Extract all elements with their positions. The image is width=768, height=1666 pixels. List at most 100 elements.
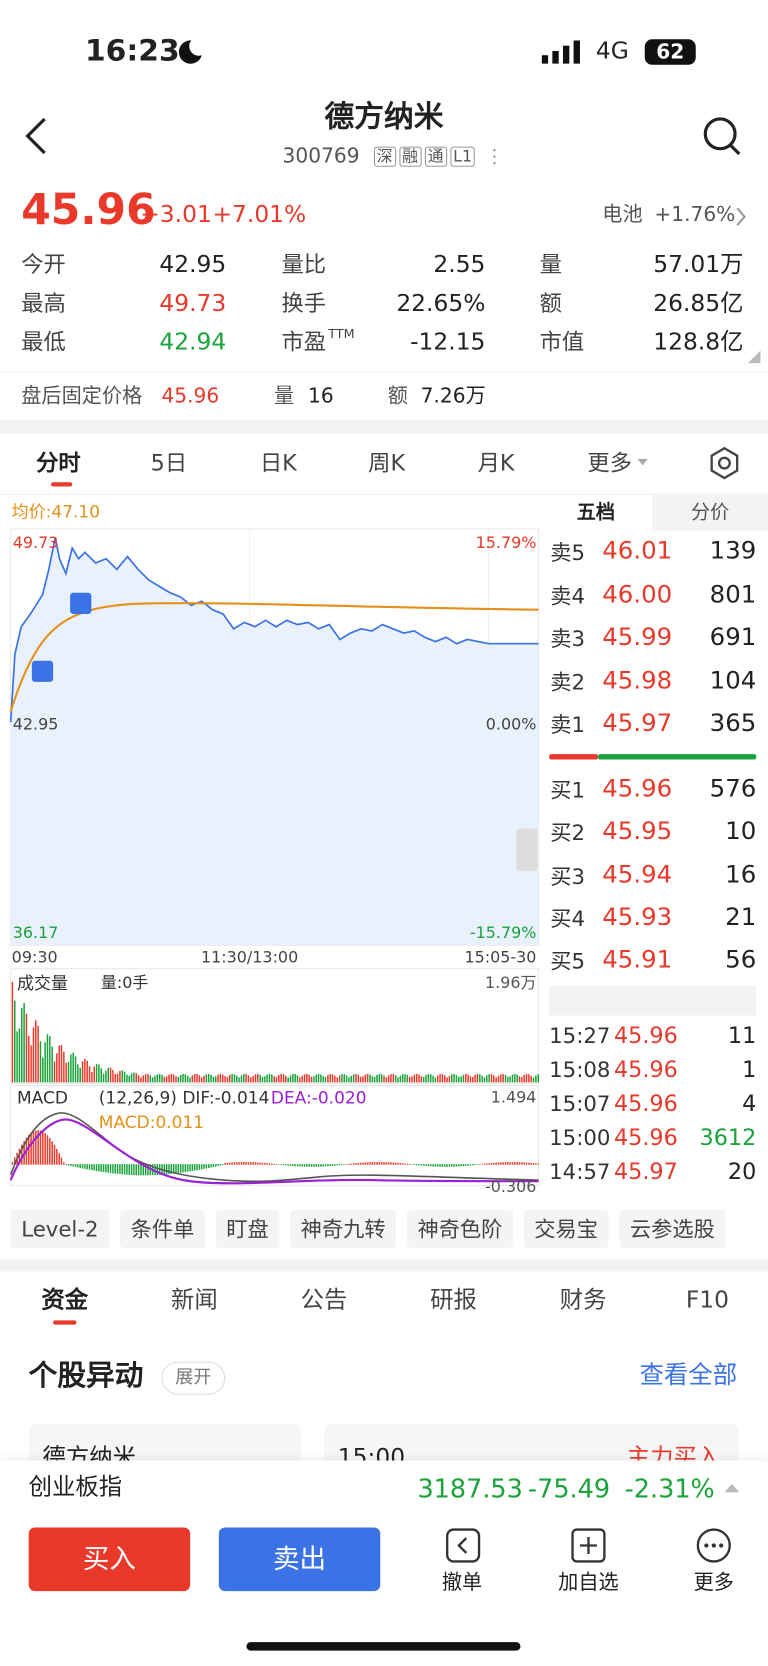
ob-label: 买2 xyxy=(550,820,585,846)
macd-bar xyxy=(455,1164,458,1167)
ob-price: 46.01 xyxy=(602,537,673,566)
view-all[interactable]: 查看全部 xyxy=(639,1361,738,1390)
volume-bar xyxy=(35,1020,37,1083)
macd-bar xyxy=(296,1164,299,1167)
volume-bar xyxy=(46,1034,49,1083)
macd-bar xyxy=(198,1164,201,1170)
chart-label: 1.494 xyxy=(490,1087,537,1107)
tool-pill[interactable]: 神奇色阶 xyxy=(406,1209,514,1249)
volume-bar xyxy=(296,1075,299,1083)
watch-icon[interactable] xyxy=(570,1527,606,1563)
news-tab[interactable]: 公告 xyxy=(300,1287,348,1314)
ob-volume: 576 xyxy=(709,775,757,804)
volume-bar xyxy=(252,1075,254,1083)
macd-bar xyxy=(252,1162,254,1165)
macd-bar xyxy=(436,1164,439,1167)
macd-bar xyxy=(271,1163,273,1165)
news-tab[interactable]: F10 xyxy=(685,1287,730,1314)
macd-bar xyxy=(369,1162,371,1165)
volume-bar xyxy=(479,1074,481,1083)
volume-bar xyxy=(182,1073,184,1083)
volume-bar xyxy=(514,1073,516,1083)
macd-bar xyxy=(327,1164,329,1167)
macd-bar xyxy=(46,1135,49,1165)
macd-bar xyxy=(404,1163,406,1165)
tool-pill[interactable]: 交易宝 xyxy=(523,1209,609,1249)
macd-bar xyxy=(11,1162,14,1165)
volume-bar xyxy=(528,1074,530,1083)
macd-bar xyxy=(229,1162,231,1165)
volume-bar xyxy=(481,1075,483,1083)
macd-bar xyxy=(493,1162,495,1165)
macd-bar xyxy=(364,1162,367,1165)
trade-volume: 3612 xyxy=(699,1124,757,1151)
buy-button[interactable]: 买入 xyxy=(28,1527,191,1592)
volume-bar xyxy=(133,1072,135,1083)
macd-bar xyxy=(429,1164,432,1167)
news-tab[interactable]: 资金 xyxy=(41,1287,89,1314)
macd-bar xyxy=(511,1162,514,1165)
trade-time: 15:00 xyxy=(549,1124,611,1151)
tool-pill[interactable]: 云参选股 xyxy=(619,1209,726,1249)
volume-bar xyxy=(67,1061,70,1083)
expand-button[interactable]: 展开 xyxy=(161,1361,226,1395)
macd-bar xyxy=(521,1162,523,1165)
more-icon[interactable] xyxy=(696,1527,732,1563)
macd-bar xyxy=(56,1148,58,1165)
macd-bar xyxy=(322,1164,324,1167)
settings-button[interactable] xyxy=(708,446,740,480)
tool-pill[interactable]: Level-2 xyxy=(10,1209,110,1249)
volume-bar xyxy=(196,1074,198,1083)
macd-bar xyxy=(530,1162,532,1165)
tool-pill[interactable]: 神奇九转 xyxy=(289,1209,397,1249)
divider xyxy=(0,493,768,495)
watch-label[interactable]: 加自选 xyxy=(558,1570,619,1595)
macd-bar xyxy=(289,1164,292,1166)
news-tab[interactable]: 研报 xyxy=(430,1287,477,1314)
trade-price: 45.96 xyxy=(613,1056,678,1083)
chart-label: -15.79% xyxy=(469,923,537,943)
macd-bar xyxy=(172,1164,175,1174)
macd-bar xyxy=(147,1164,149,1176)
expand-handle[interactable] xyxy=(516,828,538,872)
volume-bar xyxy=(436,1075,439,1083)
tool-pill[interactable]: 盯盘 xyxy=(215,1209,280,1249)
sell-button[interactable]: 卖出 xyxy=(218,1527,381,1592)
macd-bar xyxy=(184,1164,187,1173)
macd-bar xyxy=(200,1164,203,1170)
index-change: -75.49 xyxy=(527,1474,611,1505)
macd-bar xyxy=(497,1162,500,1165)
volume-bar xyxy=(168,1074,170,1083)
back-button[interactable] xyxy=(23,117,51,155)
chart-label: 0.00% xyxy=(485,714,537,734)
trade-volume: 4 xyxy=(742,1090,757,1117)
macd-bar xyxy=(324,1164,327,1167)
tab-underline xyxy=(50,482,73,487)
volume-bar xyxy=(198,1075,201,1083)
more-label[interactable]: 更多 xyxy=(693,1570,734,1595)
macd-bar xyxy=(280,1164,282,1165)
news-tab[interactable]: 新闻 xyxy=(170,1287,218,1314)
macd-bar xyxy=(142,1164,145,1176)
macd-bar xyxy=(116,1164,119,1174)
macd-bar xyxy=(285,1164,287,1166)
macd-bar xyxy=(432,1164,434,1167)
volume-bar xyxy=(205,1074,208,1083)
volume-bar xyxy=(14,1000,16,1083)
ob-price: 46.00 xyxy=(602,580,673,609)
tag: 深 xyxy=(373,146,396,167)
index-pct: -2.31% xyxy=(624,1474,715,1505)
search-button[interactable] xyxy=(701,115,743,160)
news-tab[interactable]: 财务 xyxy=(559,1287,607,1314)
chart-label: 09:30 xyxy=(11,947,58,967)
stat-label: 换手 xyxy=(281,291,327,317)
chart-label: 15.79% xyxy=(475,533,537,553)
tool-pill[interactable]: 条件单 xyxy=(120,1209,206,1249)
stat-value: 49.73 xyxy=(159,291,227,318)
volume-bar xyxy=(530,1075,532,1083)
volume-bar xyxy=(39,1041,42,1083)
macd-bar xyxy=(443,1164,446,1167)
cancel-label[interactable]: 撤单 xyxy=(441,1570,483,1595)
volume-bar xyxy=(128,1075,131,1083)
cancel-icon[interactable] xyxy=(445,1527,481,1563)
